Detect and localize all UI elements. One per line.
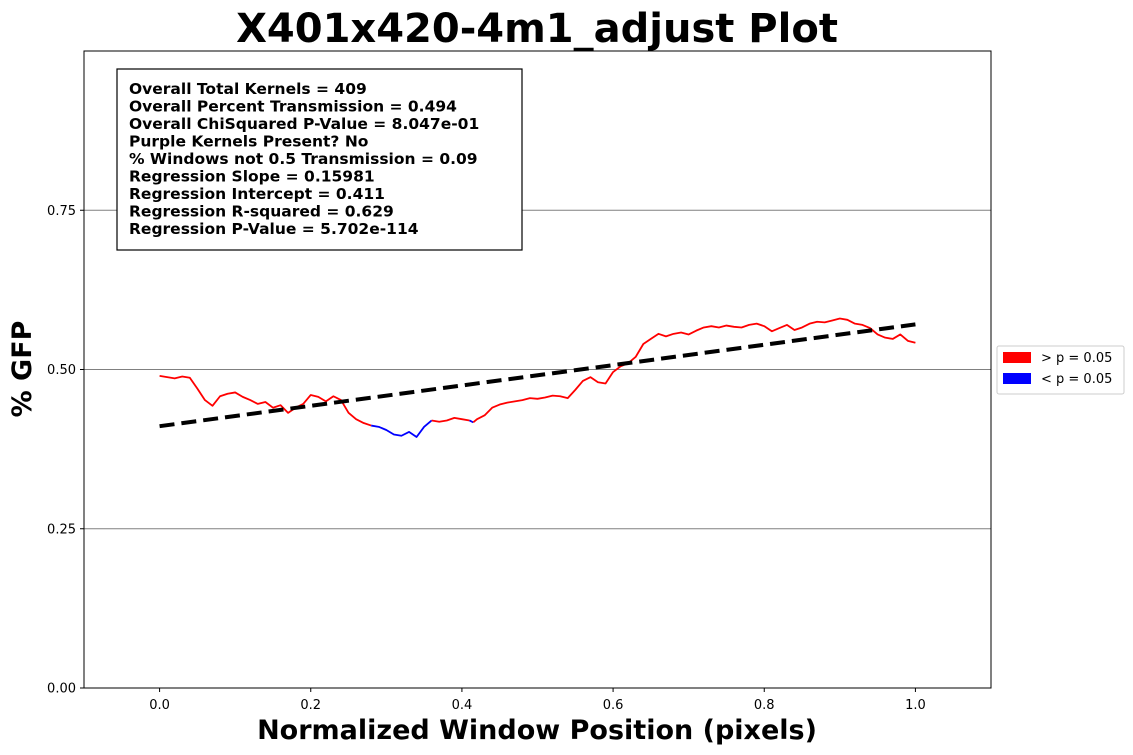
x-tick-label-2: 0.4 [452, 698, 473, 713]
y-axis-ticks: 0.00 0.25 0.50 0.75 [47, 204, 84, 697]
x-tick-label-3: 0.6 [603, 698, 624, 713]
regression-dashed-line [159, 322, 916, 429]
series-segment-3 [469, 419, 474, 424]
statistics-box-frame [116, 68, 523, 251]
gridlines [84, 209, 991, 530]
stat-line-3: Purple Kernels Present? No [129, 133, 368, 151]
stat-line-4: % Windows not 0.5 Transmission = 0.09 [129, 150, 478, 168]
x-tick-label-1: 0.2 [300, 698, 321, 713]
legend: > p = 0.05 < p = 0.05 [996, 345, 1125, 395]
series-segment-4 [472, 317, 916, 424]
chart-title: X401x420-4m1_adjust Plot [236, 6, 838, 52]
legend-swatch-0 [1003, 352, 1031, 363]
series-lines [159, 317, 916, 438]
legend-swatch-1 [1003, 373, 1031, 384]
y-axis-label: % GFP [7, 321, 38, 418]
x-axis-ticks: 0.0 0.2 0.4 0.6 0.8 1.0 [149, 688, 926, 713]
stat-line-6: Regression Intercept = 0.411 [129, 185, 385, 203]
series-segment-2 [431, 417, 470, 423]
legend-label-1: < p = 0.05 [1041, 372, 1112, 387]
y-tick-label-0: 0.00 [47, 682, 76, 697]
stat-line-8: Regression P-Value = 5.702e-114 [129, 220, 419, 238]
x-axis-label: Normalized Window Position (pixels) [257, 715, 817, 746]
regression-line [159, 322, 916, 429]
stat-line-2: Overall ChiSquared P-Value = 8.047e-01 [129, 115, 479, 133]
stat-line-0: Overall Total Kernels = 409 [129, 80, 367, 98]
series-segment-1 [371, 419, 433, 438]
stat-line-7: Regression R-squared = 0.629 [129, 203, 394, 221]
x-tick-label-5: 1.0 [905, 698, 926, 713]
stat-line-5: Regression Slope = 0.15981 [129, 168, 375, 186]
stat-line-1: Overall Percent Transmission = 0.494 [129, 98, 457, 116]
legend-label-0: > p = 0.05 [1041, 351, 1112, 366]
y-tick-label-3: 0.75 [47, 204, 76, 219]
series-segment-0 [159, 374, 372, 427]
y-tick-label-1: 0.25 [47, 522, 76, 537]
legend-entries: > p = 0.05 < p = 0.05 [1003, 351, 1112, 387]
x-tick-label-4: 0.8 [754, 698, 775, 713]
x-tick-label-0: 0.0 [149, 698, 170, 713]
y-tick-label-2: 0.50 [47, 363, 76, 378]
